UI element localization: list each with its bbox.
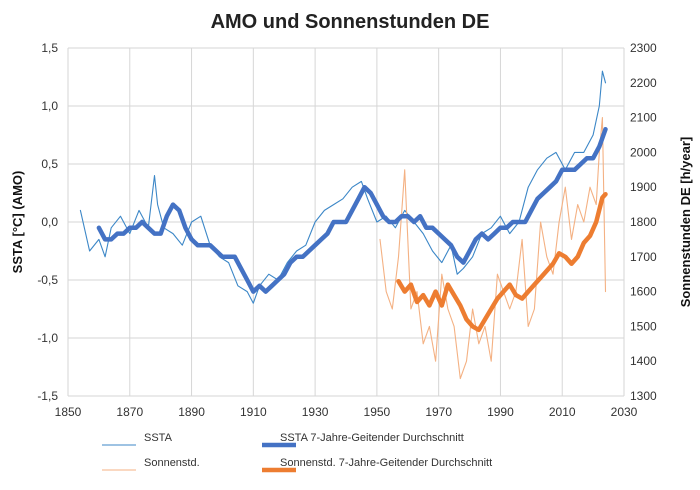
legend: SSTA SSTA 7-Jahre-Geitender Durchschnitt S… xyxy=(102,432,492,473)
y-left-tick-label: -1,0 xyxy=(37,331,58,345)
x-tick-label: 2030 xyxy=(611,405,638,419)
x-tick-label: 1850 xyxy=(55,405,82,419)
x-tick-label: 1890 xyxy=(178,405,205,419)
sunshine-smooth-line xyxy=(396,191,608,333)
legend-label: SSTA xyxy=(144,432,173,444)
series-group xyxy=(79,70,608,380)
y-axis-left-label: SSTA [°C] (AMO) xyxy=(10,171,25,274)
y-left-tick-label: 1,0 xyxy=(41,99,58,113)
y-left-tick-label: -0,5 xyxy=(37,273,58,287)
legend-label: Sonnenstd. 7-Jahre-Geitender Durchschnit… xyxy=(280,457,492,469)
y-left-tick-label: 0,5 xyxy=(41,157,58,171)
x-tick-label: 1910 xyxy=(240,405,267,419)
x-tick-label: 1970 xyxy=(425,405,452,419)
tick-labels: 1850 1870 1890 1910 1930 1950 1970 1990 2010 2030… xyxy=(37,41,657,419)
y-left-tick-label: -1,5 xyxy=(37,389,58,403)
y-right-tick-label: 1300 xyxy=(630,389,657,403)
legend-label: Sonnenstd. xyxy=(144,457,200,469)
chart-title: AMO und Sonnenstunden DE xyxy=(211,11,490,33)
y-right-tick-label: 1500 xyxy=(630,319,657,333)
y-axis-right-label: Sonnenstunden DE [h/year] xyxy=(678,137,693,307)
y-left-tick-label: 1,5 xyxy=(41,41,58,55)
y-right-tick-label: 1800 xyxy=(630,215,657,229)
x-tick-label: 1930 xyxy=(302,405,329,419)
x-tick-label: 1990 xyxy=(487,405,514,419)
x-tick-label: 1950 xyxy=(364,405,391,419)
x-tick-label: 2010 xyxy=(549,405,576,419)
legend-label: SSTA 7-Jahre-Geitender Durchschnitt xyxy=(280,432,464,444)
ssta-raw-line xyxy=(79,70,607,304)
x-tick-label: 1870 xyxy=(116,405,143,419)
y-right-tick-label: 2300 xyxy=(630,41,657,55)
y-right-tick-label: 1700 xyxy=(630,250,657,264)
ssta-smooth-line xyxy=(96,126,608,294)
y-right-tick-label: 2100 xyxy=(630,111,657,125)
sunshine-raw-line xyxy=(379,117,607,380)
y-left-tick-label: 0,0 xyxy=(41,215,58,229)
y-right-tick-label: 2200 xyxy=(630,76,657,90)
y-right-tick-label: 2000 xyxy=(630,145,657,159)
y-right-tick-label: 1900 xyxy=(630,180,657,194)
y-right-tick-label: 1600 xyxy=(630,285,657,299)
y-right-tick-label: 1400 xyxy=(630,354,657,368)
